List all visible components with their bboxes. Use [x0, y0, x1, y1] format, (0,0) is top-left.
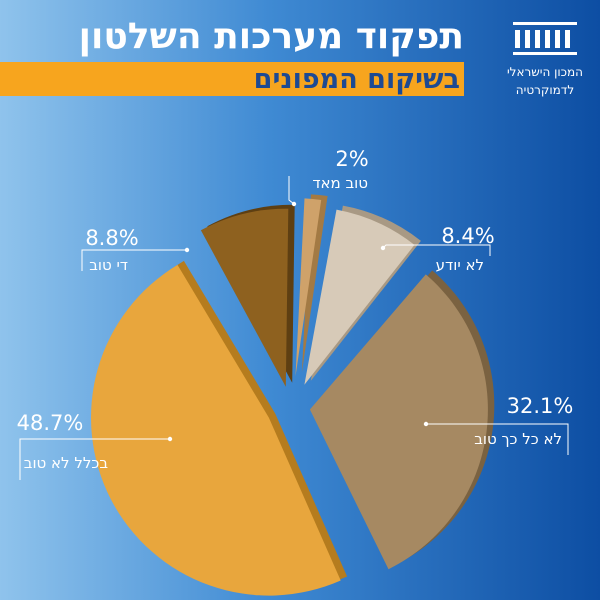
- chart-title: תפקוד מערכות השלטון: [79, 16, 464, 57]
- category-label-fairly-good: די טוב: [89, 256, 128, 274]
- category-label-very-good: טוב מאד: [312, 174, 368, 192]
- pie-slice-dont-know: [304, 205, 421, 385]
- pie-slice-not-good-at-all: [91, 260, 348, 596]
- institute-logo: המכון הישראלי לדמוקרטיה: [507, 22, 583, 97]
- pie-slice-face-very-good: [295, 198, 322, 377]
- leader-line-not-so-good: [426, 423, 569, 455]
- category-label-not-so-good: לא כל כך טוב: [474, 430, 562, 448]
- chart-subtitle: בשיקום המפונים: [254, 64, 460, 95]
- value-label-not-good-at-all: 48.7%: [17, 411, 84, 435]
- pie-slice-very-good: [295, 194, 328, 377]
- category-label-dont-know: לא יודע: [436, 256, 484, 274]
- logo-line-1: המכון הישראלי: [507, 65, 583, 79]
- institute-columns-icon: [513, 22, 577, 55]
- value-label-fairly-good: 8.8%: [85, 226, 138, 250]
- slice-labels: 2% טוב מאד 8.4% לא יודע 32.1% לא כל כך ט…: [17, 147, 574, 472]
- value-label-dont-know: 8.4%: [441, 224, 494, 248]
- value-label-not-so-good: 32.1%: [507, 394, 574, 418]
- value-label-very-good: 2%: [335, 147, 368, 171]
- pie: [91, 194, 495, 596]
- leader-line-fairly-good: [81, 249, 187, 271]
- subtitle-bar: [0, 62, 464, 96]
- pie-slice-fairly-good: [200, 204, 295, 387]
- leader-line-not-good-at-all: [19, 438, 170, 480]
- category-label-not-good-at-all: בכלל לא טוב: [24, 454, 109, 472]
- pie-slice-face-not-good-at-all: [91, 264, 341, 596]
- pie-slice-face-dont-know: [304, 209, 415, 385]
- leader-lines: [19, 176, 569, 480]
- pie-slice-side-very-good: [301, 194, 328, 373]
- header: תפקוד מערכות השלטון בשיקום המפונים: [0, 16, 464, 96]
- pie-slice-face-not-so-good: [309, 274, 488, 570]
- pie-slice-not-so-good: [309, 270, 495, 570]
- logo-line-2: לדמוקרטיה: [516, 83, 574, 97]
- pie-slice-face-fairly-good: [200, 208, 289, 387]
